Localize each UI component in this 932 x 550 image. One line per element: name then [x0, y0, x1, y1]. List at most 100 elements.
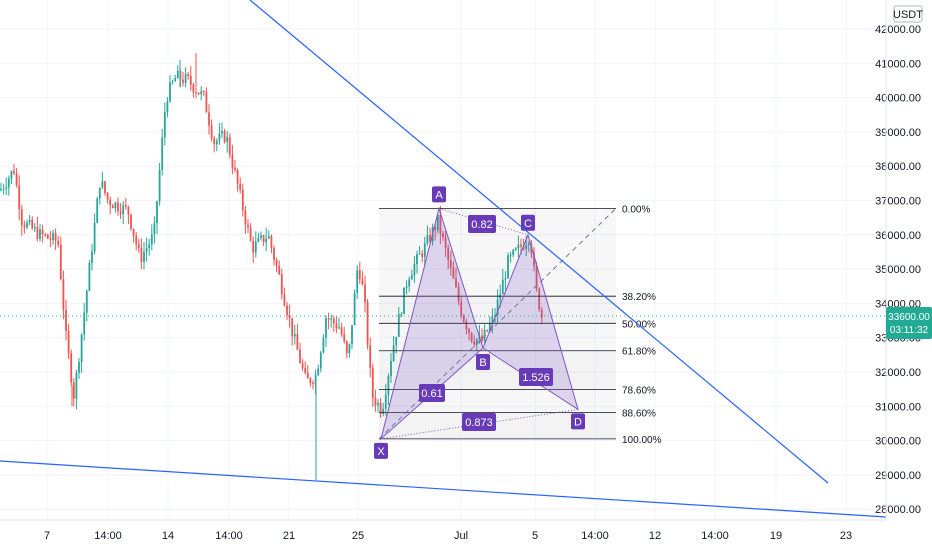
candle-body: [70, 353, 73, 383]
pattern-point-box: [432, 186, 446, 203]
candle-body: [387, 376, 390, 395]
candle-body: [228, 137, 231, 155]
fib-level-label: 38.20%: [622, 292, 656, 303]
candle-body: [273, 247, 275, 260]
candle-body: [442, 233, 444, 237]
candle-body: [85, 290, 88, 313]
candle-body: [457, 286, 460, 302]
pattern-ratio-label: 0.873: [465, 417, 493, 429]
candle-body: [101, 181, 104, 188]
x-tick-label: 14:00: [94, 530, 122, 542]
pattern-point-label: A: [435, 189, 443, 201]
candle-body: [104, 181, 106, 193]
harmonic-pattern[interactable]: X A B C D 0.82 0.61 1.526 0.873: [374, 186, 585, 459]
x-tick-label: 14:00: [701, 530, 729, 542]
candle-body: [46, 234, 49, 239]
candle-body: [395, 336, 398, 346]
candle-body: [403, 287, 405, 315]
y-tick-label: 37000.00: [875, 196, 921, 208]
time-axis-bg: [0, 520, 932, 550]
candle-body: [405, 286, 408, 288]
candle-body: [348, 344, 351, 354]
candle-body: [208, 112, 210, 126]
candle-body: [364, 284, 366, 303]
candle-body: [72, 382, 75, 399]
candle-body: [184, 73, 187, 83]
candle-body: [449, 260, 452, 268]
candle-body: [426, 235, 429, 244]
candle-body: [140, 248, 143, 262]
candle-body: [182, 79, 184, 83]
candle-body: [210, 125, 213, 139]
candle-body: [267, 236, 270, 239]
candle-body: [215, 140, 218, 145]
candle-body: [392, 345, 395, 361]
y-tick-label: 31000.00: [875, 401, 921, 413]
currency-badge[interactable]: USDT: [893, 5, 923, 23]
candle-body: [488, 323, 491, 331]
candle-body: [41, 229, 44, 235]
candle-body: [470, 332, 473, 342]
candle-body: [379, 402, 382, 414]
pattern-point-label: X: [377, 446, 385, 458]
candle-body: [366, 302, 369, 346]
candle-body: [275, 259, 278, 266]
candle-body: [10, 171, 13, 179]
price-tag: 33600.00 03:11:32: [886, 307, 932, 339]
candle-body: [18, 185, 21, 210]
candle-body: [59, 244, 62, 280]
candle-body: [455, 278, 457, 287]
candle-body: [434, 227, 437, 231]
fib-zone: [379, 323, 616, 351]
candle-body: [28, 219, 31, 223]
candle-body: [234, 167, 236, 170]
candle-body: [397, 314, 400, 337]
candle-body: [249, 227, 252, 241]
candle-body: [494, 315, 496, 317]
trendlines[interactable]: [0, 0, 887, 518]
candle-body: [80, 334, 83, 362]
candle-body: [512, 249, 515, 255]
fib-level-label: 0.00%: [622, 204, 650, 215]
candle-body: [317, 368, 320, 376]
candle-body: [522, 246, 525, 249]
price-axis[interactable]: 42000.00 41000.00 40000.00 39000.00 38000.00…: [875, 0, 932, 520]
candle-body: [286, 305, 288, 316]
candle-body: [371, 367, 374, 399]
candle-body: [384, 394, 387, 409]
candle-body: [322, 337, 325, 353]
candle-body: [330, 318, 333, 320]
candle-body: [114, 202, 117, 209]
candle-body: [325, 318, 327, 338]
candle-body: [280, 274, 283, 295]
candle-body: [439, 214, 442, 234]
candle-body: [410, 275, 413, 280]
candle-body: [270, 236, 273, 248]
support-trendline: [0, 460, 887, 518]
x-tick-label: 14: [162, 530, 174, 542]
fib-zone: [379, 208, 616, 297]
candle-body: [262, 235, 265, 243]
candle-body: [122, 204, 125, 215]
fib-level-label: 78.60%: [622, 385, 656, 396]
pattern-point-box: [374, 442, 388, 459]
price-tag-box: [886, 307, 932, 339]
candle-body: [400, 314, 403, 316]
time-axis[interactable]: 7 14:00 14 14:00 21 25 Jul 5 14:00 12 14:00 19 23: [0, 519, 932, 550]
candle-body: [52, 233, 54, 241]
x-tick-label: 12: [649, 530, 661, 542]
candle-body: [0, 188, 2, 191]
candle-body: [254, 241, 257, 253]
y-tick-label: 35000.00: [875, 264, 921, 276]
candle-body: [257, 237, 260, 242]
y-tick-label: 29000.00: [875, 470, 921, 482]
candle-body: [509, 254, 512, 256]
candle-body: [361, 279, 364, 285]
fib-retracement[interactable]: 0.00%38.20%50.00%61.80%78.60%88.60%100.0…: [378, 204, 662, 446]
candle-body: [117, 202, 119, 212]
candle-body: [65, 309, 67, 331]
candle-body: [137, 244, 140, 249]
last-price-label: 33600.00: [888, 312, 930, 323]
candle-body: [491, 316, 494, 324]
